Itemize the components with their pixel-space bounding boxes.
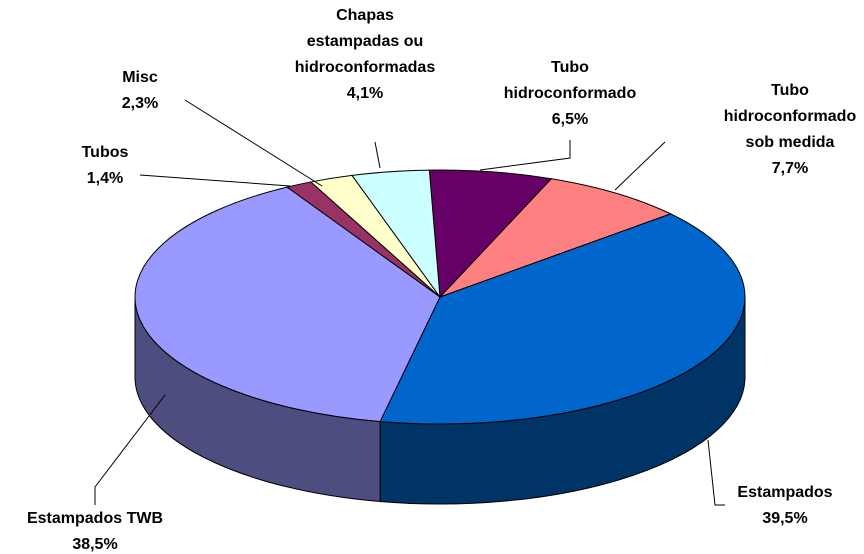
slice [428, 169, 553, 299]
leader-line [479, 140, 571, 171]
slice-label: Tubo hidroconformado [504, 59, 637, 102]
leader-line [707, 439, 725, 506]
value-label: 7,7% [772, 160, 808, 177]
value-label: 39,5% [762, 510, 807, 527]
slice [351, 169, 441, 299]
slice-label: Tubo hidroconformado sob medida [724, 82, 857, 151]
leader-line [374, 141, 381, 169]
slice-label: Estampados [737, 484, 832, 501]
value-label: 38,5% [72, 536, 117, 553]
leader-line [139, 174, 291, 187]
value-label: 4,1% [347, 85, 383, 102]
leader-line [94, 394, 166, 505]
value-label: 2,3% [122, 95, 158, 112]
slice [439, 178, 672, 298]
slice [379, 213, 746, 425]
value-label: 1,4% [87, 170, 123, 187]
slice-label: Misc [122, 69, 158, 86]
leader-line [614, 141, 666, 191]
slice-label: Tubos [82, 144, 129, 161]
value-label: 6,5% [552, 111, 588, 128]
slice [134, 186, 441, 423]
slice-label: Chapas estampadas ou hidroconformadas [295, 7, 436, 76]
leader-line [184, 99, 323, 187]
slice-label: Estampados TWB [27, 510, 163, 527]
